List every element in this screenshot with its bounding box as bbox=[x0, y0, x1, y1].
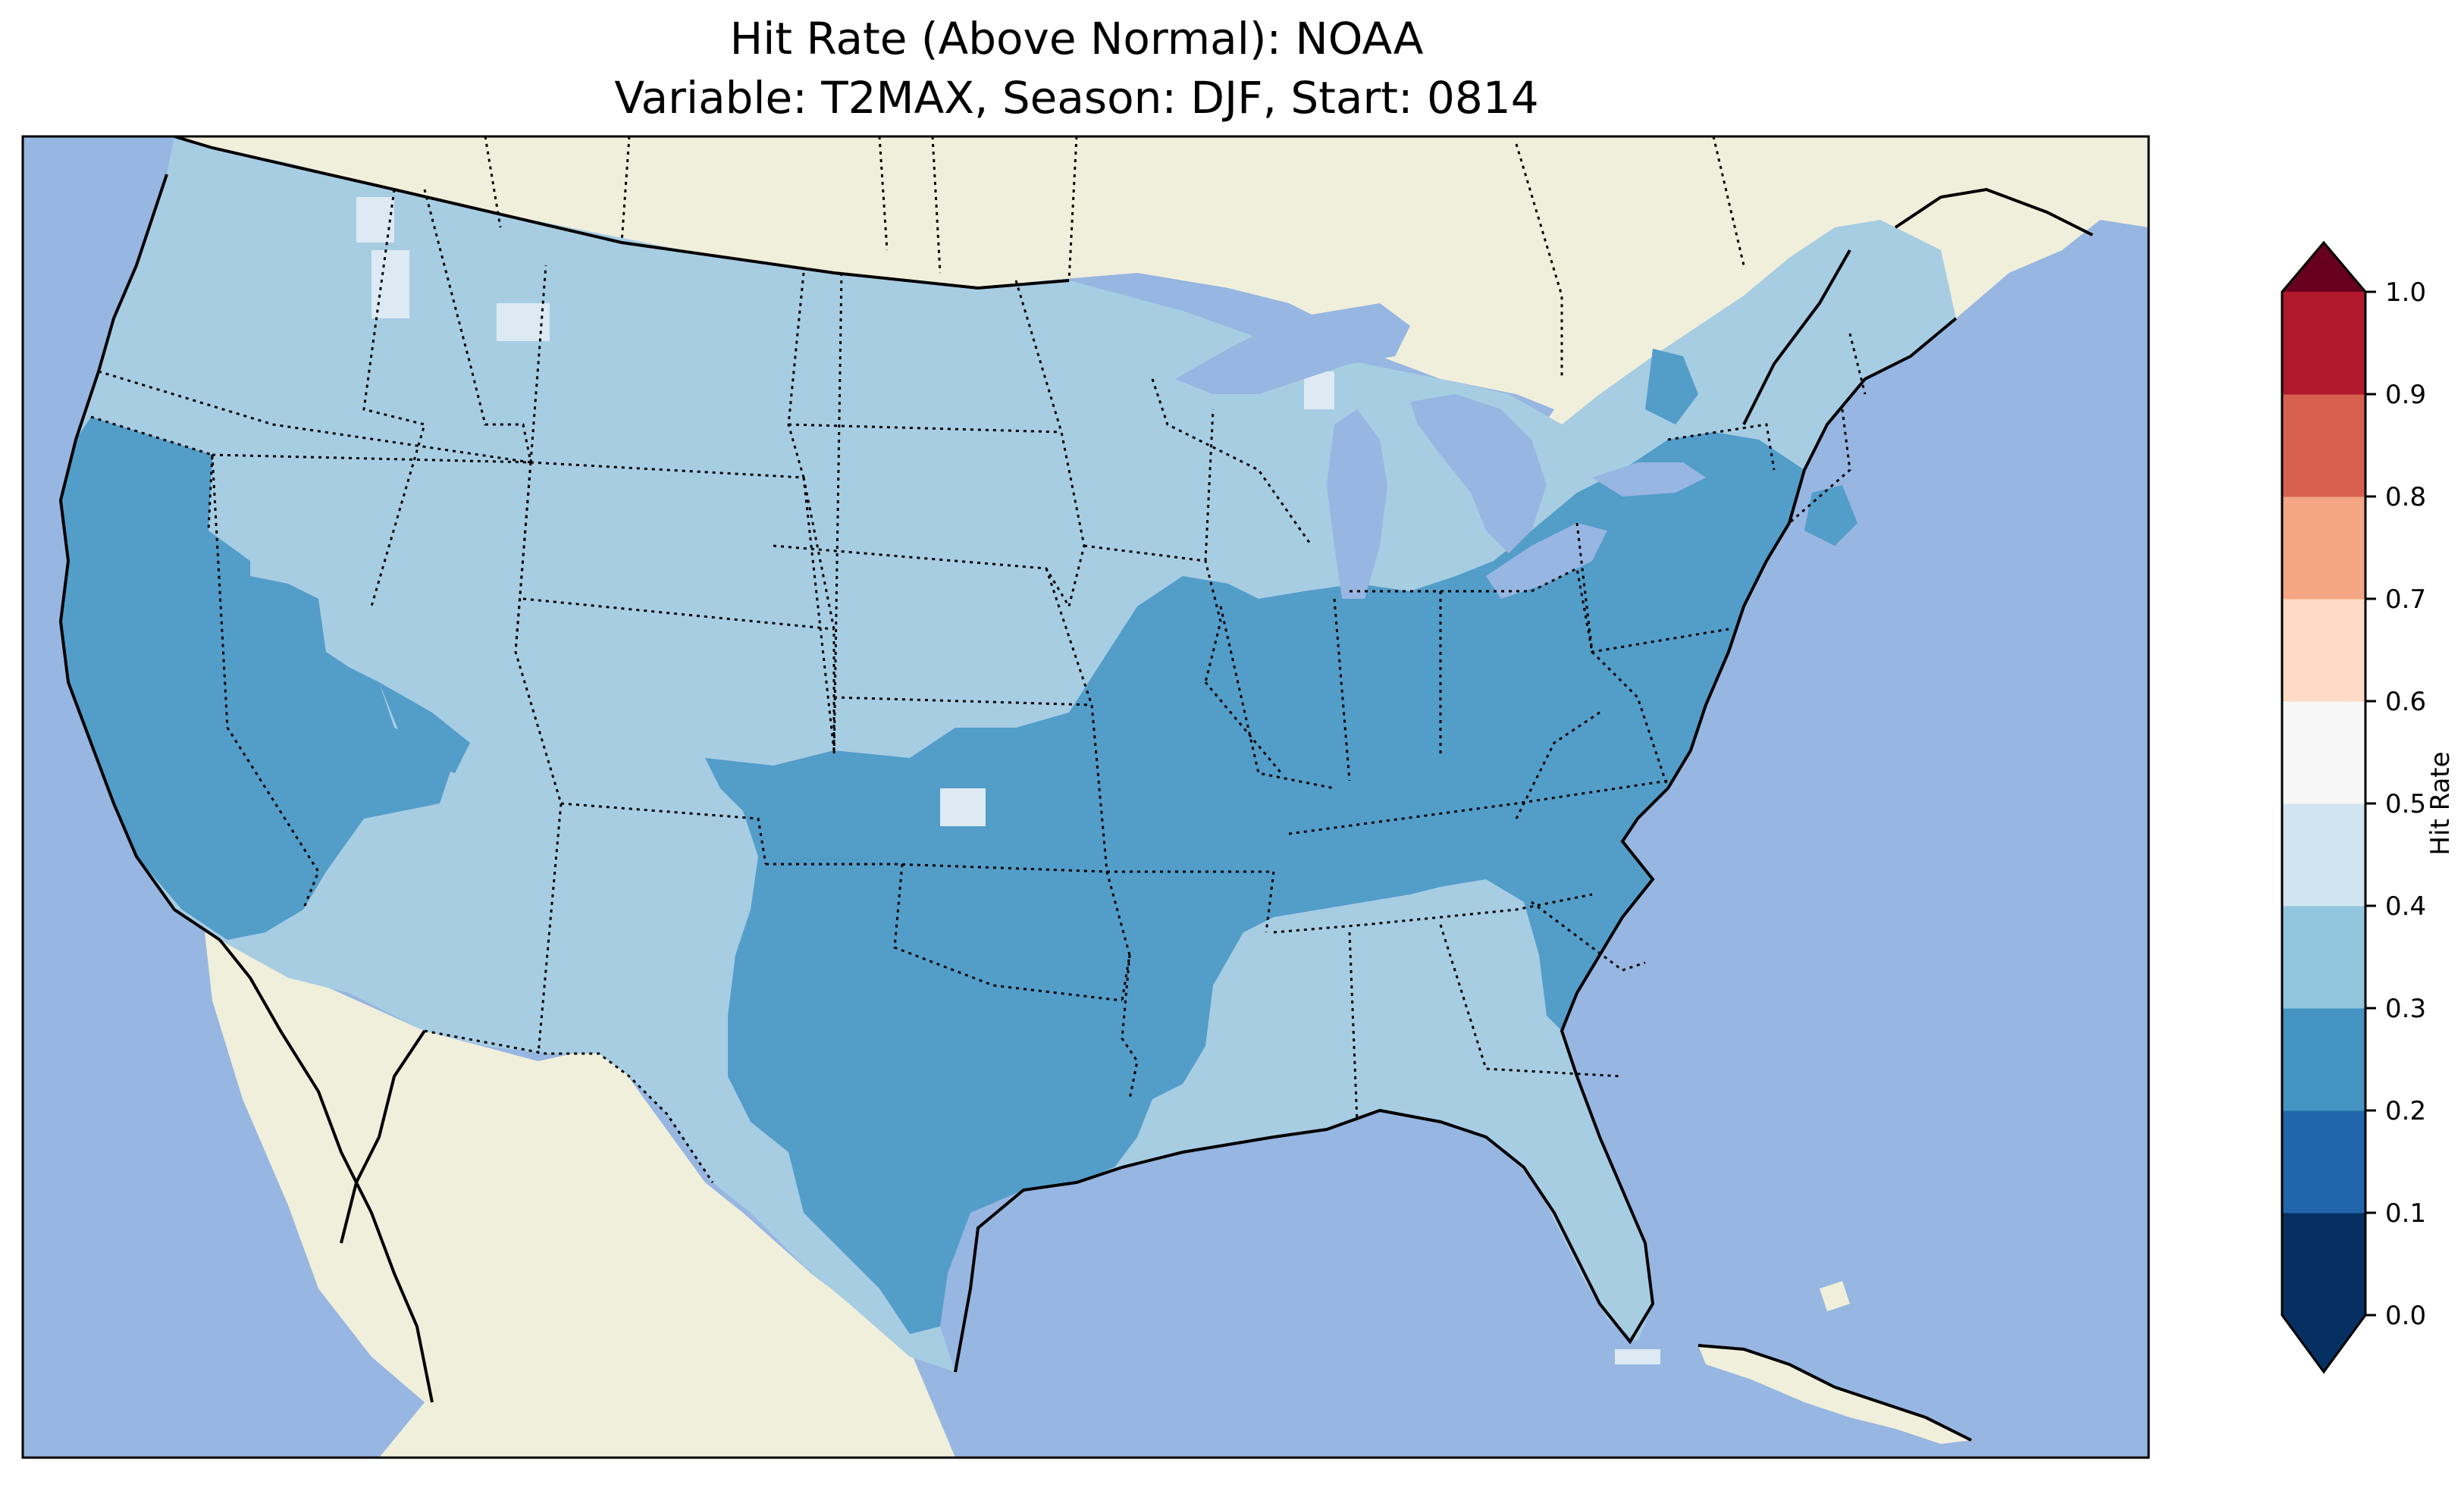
colorbar-segment bbox=[2282, 394, 2365, 497]
colorbar-tick-label: 0.2 bbox=[2385, 1096, 2426, 1126]
hit-rate-low-regions bbox=[61, 349, 1857, 1334]
colorbar-segment bbox=[2282, 292, 2365, 395]
cuba-land bbox=[1698, 1345, 1971, 1444]
colorbar-segment bbox=[2282, 599, 2365, 702]
great-lakes bbox=[1175, 303, 1706, 599]
colorbar-tick-label: 0.7 bbox=[2385, 584, 2426, 615]
international-borders bbox=[424, 136, 1745, 1183]
map-subtitle: Variable: T2MAX, Season: DJF, Start: 081… bbox=[614, 72, 1539, 124]
colorbar-extend-over bbox=[2282, 243, 2365, 292]
hit-rate-high-patches bbox=[356, 197, 1660, 1364]
colorbar-segment bbox=[2282, 701, 2365, 804]
colorbar-segment bbox=[2282, 906, 2365, 1009]
state-boundaries bbox=[90, 189, 1867, 1123]
colorbar-segment bbox=[2282, 803, 2365, 907]
baja-land bbox=[205, 932, 432, 1357]
canada-land bbox=[174, 136, 2149, 561]
colorbar-tick-label: 1.0 bbox=[2385, 277, 2426, 308]
colorbar-tick-label: 0.4 bbox=[2385, 891, 2426, 922]
colorbar-tick-label: 0.3 bbox=[2385, 994, 2426, 1024]
map-frame bbox=[21, 135, 2150, 1459]
colorbar-segment bbox=[2282, 496, 2365, 600]
colorbar-label: Hit Rate bbox=[2425, 751, 2456, 855]
coastlines bbox=[58, 136, 2093, 1442]
colorbar-segment bbox=[2282, 1110, 2365, 1214]
colorbar-extend-under bbox=[2282, 1315, 2365, 1372]
colorbar-tick-label: 0.0 bbox=[2385, 1301, 2426, 1331]
colorbar-tick-label: 0.9 bbox=[2385, 380, 2426, 410]
map-title: Hit Rate (Above Normal): NOAA bbox=[729, 13, 1424, 64]
mexico-land bbox=[205, 932, 955, 1458]
colorbar-tick-label: 0.6 bbox=[2385, 687, 2426, 717]
colorbar-tick-label: 0.8 bbox=[2385, 482, 2426, 512]
bahamas-land bbox=[1820, 1281, 1850, 1311]
colorbar-tick-label: 0.5 bbox=[2385, 789, 2426, 819]
colorbar-segment bbox=[2282, 1008, 2365, 1111]
colorbar-tick-label: 0.1 bbox=[2385, 1198, 2426, 1229]
colorbar-segment bbox=[2282, 1213, 2365, 1316]
